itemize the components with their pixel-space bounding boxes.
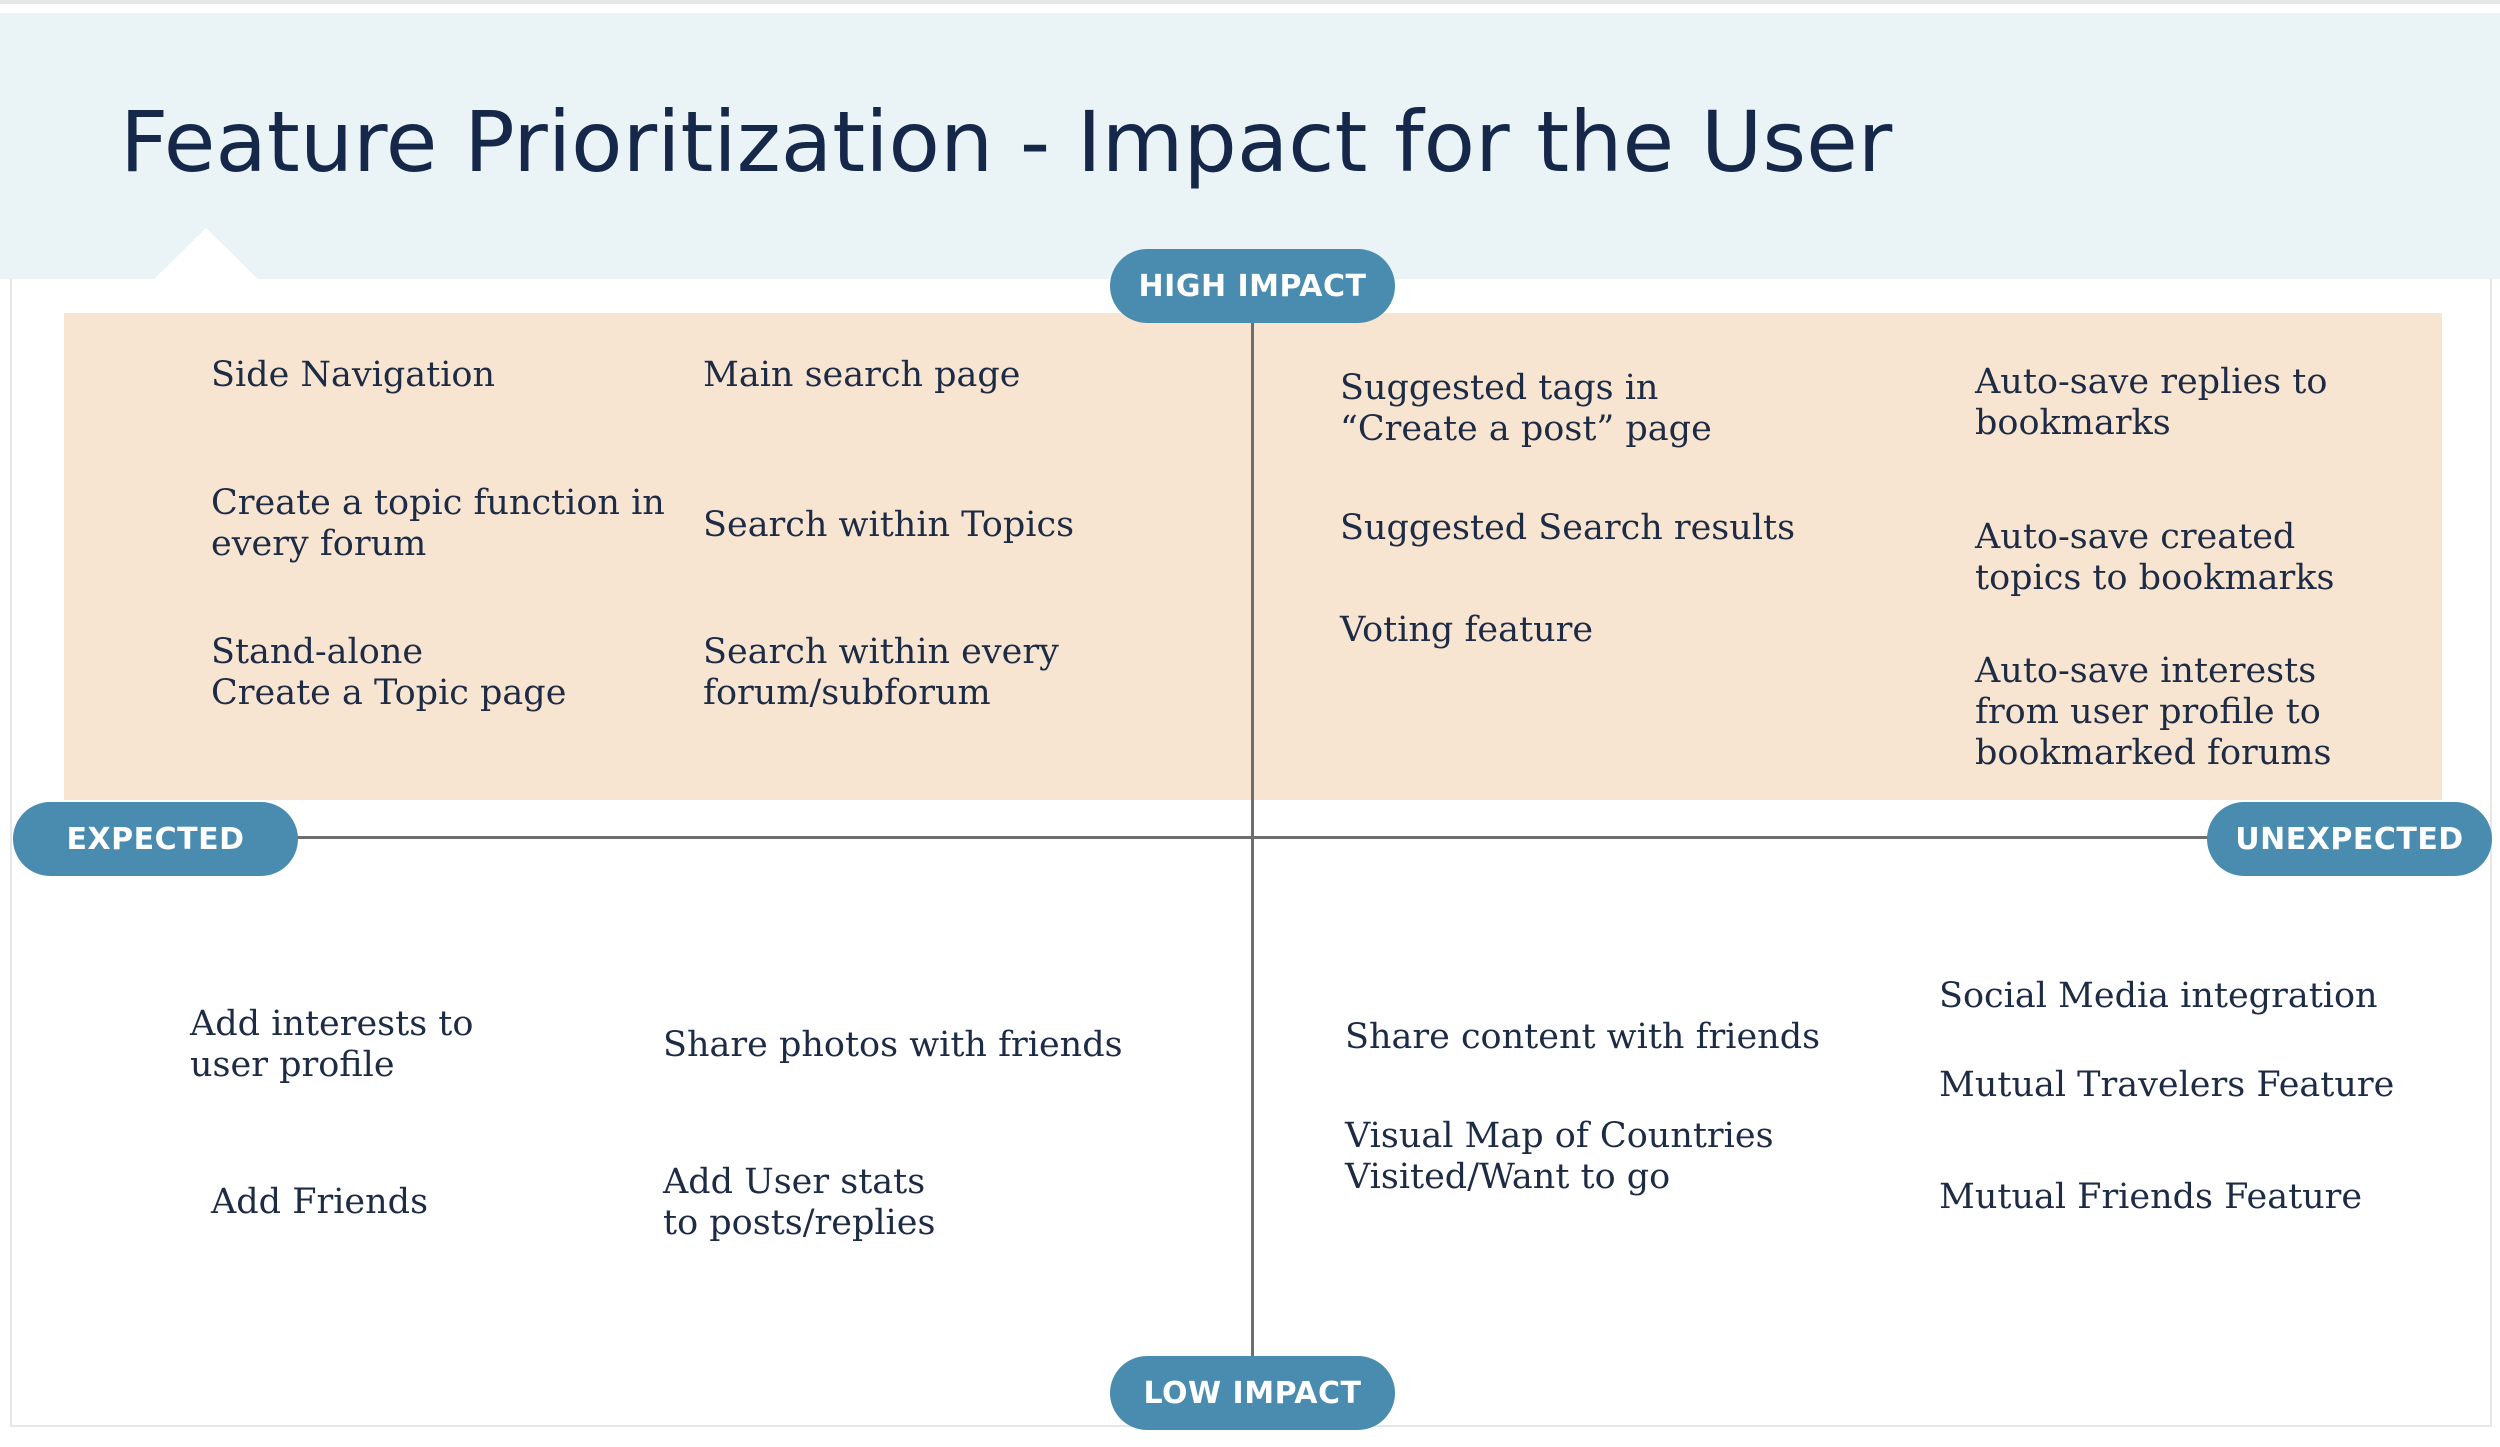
top-divider [0,0,2500,4]
feature-suggested-tags: Suggested tags in “Create a post” page [1340,368,1712,449]
feature-mutual-friends: Mutual Friends Feature [1939,1177,2363,1217]
feature-social-media: Social Media integration [1939,976,2378,1016]
header-band [0,13,2500,279]
feature-share-content: Share content with friends [1345,1017,1821,1057]
feature-mutual-travelers: Mutual Travelers Feature [1939,1065,2395,1105]
feature-voting: Voting feature [1340,610,1594,650]
high-impact-label: HIGH IMPACT [1110,249,1395,323]
feature-add-user-stats: Add User stats to posts/replies [663,1162,936,1243]
feature-add-interests: Add interests to user profile [190,1004,474,1085]
feature-main-search-page: Main search page [703,355,1021,395]
feature-create-topic-function: Create a topic function in every forum [211,483,665,564]
feature-autosave-topics: Auto-save created topics to bookmarks [1975,517,2335,598]
feature-search-every-forum: Search within every forum/subforum [703,632,1059,713]
feature-autosave-interests: Auto-save interests from user profile to… [1975,651,2332,773]
feature-standalone-create-topic: Stand-alone Create a Topic page [211,632,567,713]
feature-suggested-search-results: Suggested Search results [1340,508,1796,548]
expectation-axis-line [290,836,2210,839]
feature-visual-map: Visual Map of Countries Visited/Want to … [1345,1116,1774,1197]
header-notch [152,228,260,281]
feature-autosave-replies: Auto-save replies to bookmarks [1975,362,2328,443]
feature-share-photos: Share photos with friends [663,1025,1123,1065]
expected-label: EXPECTED [13,802,298,876]
feature-side-navigation: Side Navigation [211,355,496,395]
feature-search-within-topics: Search within Topics [703,505,1075,545]
slide-title: Feature Prioritization - Impact for the … [120,93,1893,191]
unexpected-label: UNEXPECTED [2207,802,2492,876]
low-impact-label: LOW IMPACT [1110,1356,1395,1430]
feature-add-friends: Add Friends [211,1182,429,1222]
